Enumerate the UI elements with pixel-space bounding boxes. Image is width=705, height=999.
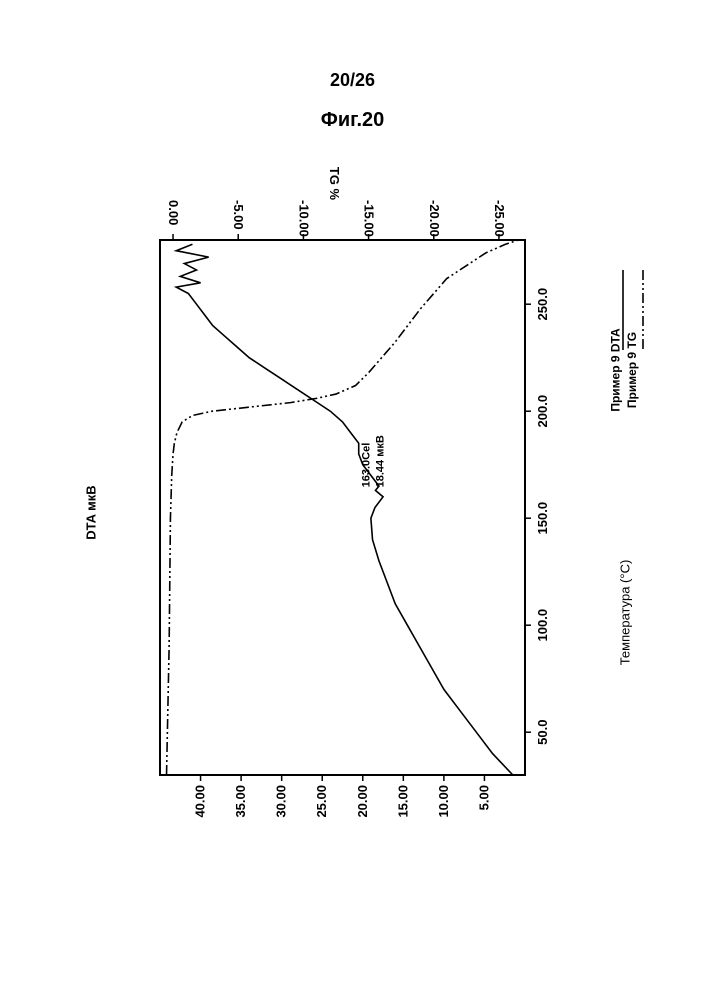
legend-label-tg: Пример 9 TG xyxy=(625,332,639,408)
svg-text:-25.00: -25.00 xyxy=(492,200,507,237)
page-number: 20/26 xyxy=(0,0,705,91)
svg-text:-20.00: -20.00 xyxy=(427,200,442,237)
svg-text:20.00: 20.00 xyxy=(355,785,370,818)
chart-container: 50.0 100.0 150.0 200.0 250.0 5.00 10.00 15.00 20… xyxy=(115,190,575,830)
svg-text:5.00: 5.00 xyxy=(476,785,491,810)
svg-text:150.0: 150.0 xyxy=(535,502,550,535)
svg-text:-15.00: -15.00 xyxy=(362,200,377,237)
svg-text:10.00: 10.00 xyxy=(436,785,451,818)
chart-svg: 50.0 100.0 150.0 200.0 250.0 5.00 10.00 15.00 20… xyxy=(115,190,575,830)
legend-label-dta: Пример 9 DTA xyxy=(609,328,623,411)
svg-text:-10.00: -10.00 xyxy=(296,200,311,237)
svg-text:15.00: 15.00 xyxy=(395,785,410,818)
svg-text:40.00: 40.00 xyxy=(193,785,208,818)
svg-text:50.0: 50.0 xyxy=(535,720,550,745)
svg-text:18.44 мкВ: 18.44 мкВ xyxy=(374,435,386,487)
figure-title: Фиг.20 xyxy=(0,91,705,132)
page-root: 20/26 Фиг.20 DTA мкВ TG % Температура (°… xyxy=(0,0,705,999)
x-axis-label: Температура (°C) xyxy=(617,560,632,666)
svg-text:30.00: 30.00 xyxy=(274,785,289,818)
svg-text:200.0: 200.0 xyxy=(535,395,550,428)
svg-text:163.0Cel: 163.0Cel xyxy=(360,443,372,488)
svg-text:-5.00: -5.00 xyxy=(231,200,246,230)
svg-text:25.00: 25.00 xyxy=(314,785,329,818)
svg-text:0.00: 0.00 xyxy=(166,200,181,225)
svg-text:100.0: 100.0 xyxy=(535,609,550,642)
svg-text:250.0: 250.0 xyxy=(535,288,550,321)
dta-axis-label: DTA мкВ xyxy=(84,485,99,539)
svg-text:35.00: 35.00 xyxy=(233,785,248,818)
